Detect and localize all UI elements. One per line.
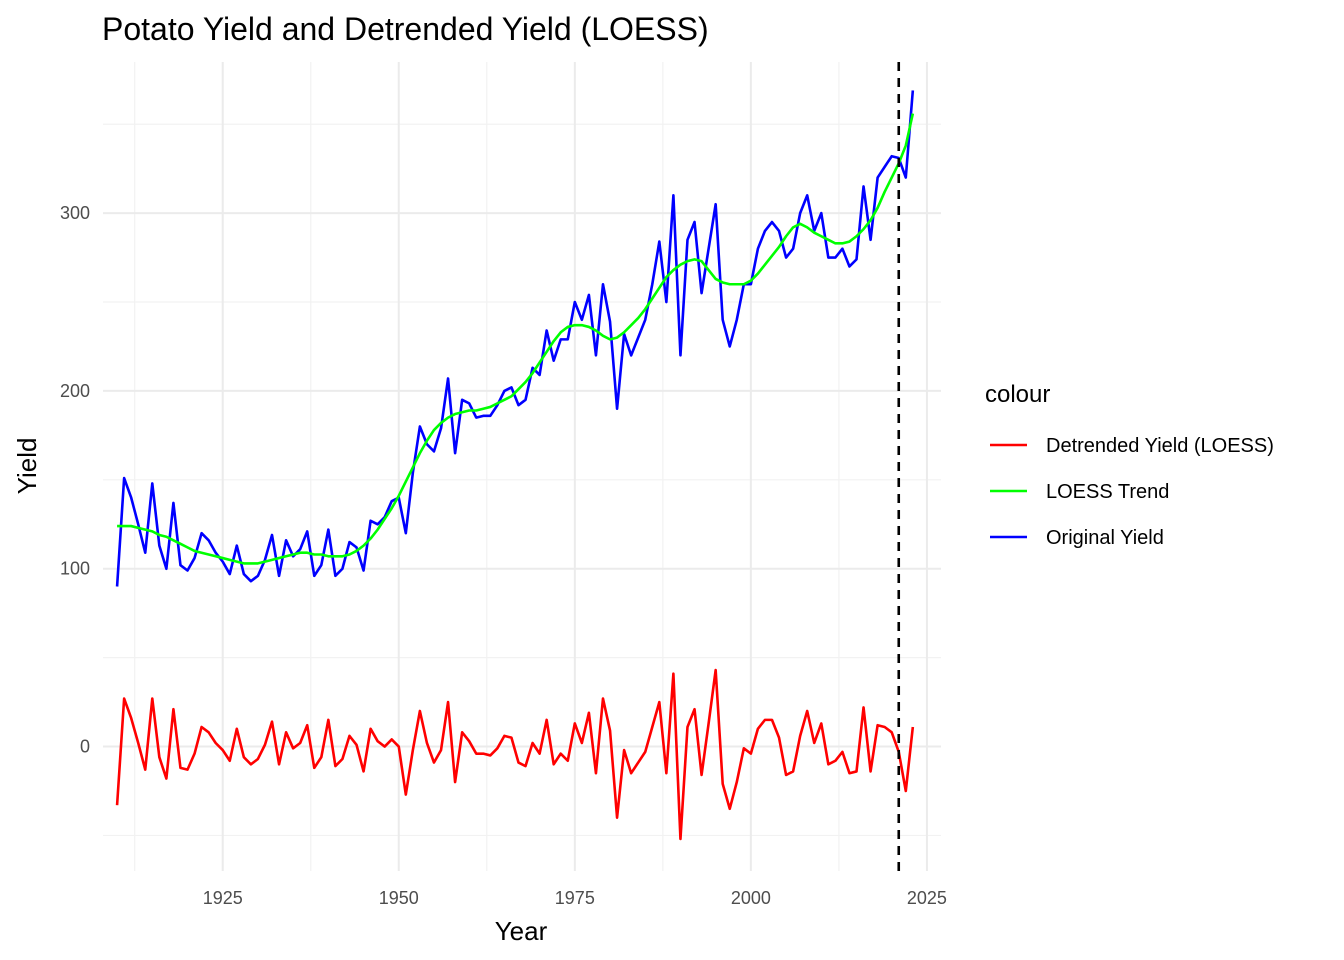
y-tick-label: 100 bbox=[60, 559, 90, 579]
legend-entries: Detrended Yield (LOESS) LOESS Trend Origin… bbox=[990, 435, 1274, 549]
legend: colour Detrended Yield (LOESS) LOESS Tren… bbox=[985, 381, 1274, 549]
y-tick-label: 200 bbox=[60, 381, 90, 401]
x-tick-label: 1950 bbox=[379, 888, 419, 908]
series-line-loess-trend bbox=[117, 113, 915, 565]
chart-title: Potato Yield and Detrended Yield (LOESS) bbox=[102, 11, 709, 47]
x-tick-label: 1925 bbox=[203, 888, 243, 908]
x-tick-label: 2025 bbox=[907, 888, 947, 908]
y-tick-label: 300 bbox=[60, 203, 90, 223]
y-axis-tick-labels: 0 100 200 300 bbox=[60, 203, 90, 756]
legend-entry: Detrended Yield (LOESS) bbox=[990, 435, 1274, 457]
x-tick-label: 1975 bbox=[555, 888, 595, 908]
y-tick-label: 0 bbox=[80, 737, 90, 757]
legend-entry: Original Yield bbox=[990, 527, 1164, 549]
series-lines bbox=[115, 90, 915, 841]
legend-label: LOESS Trend bbox=[1046, 481, 1169, 503]
major-gridlines bbox=[103, 62, 941, 871]
legend-label: Original Yield bbox=[1046, 527, 1164, 549]
x-axis-title: Year bbox=[495, 916, 548, 946]
x-tick-label: 2000 bbox=[731, 888, 771, 908]
plot-area bbox=[103, 62, 941, 871]
x-axis-tick-labels: 1925 1950 1975 2000 2025 bbox=[203, 888, 947, 908]
series-line-detrended-yield-loess bbox=[115, 668, 915, 841]
minor-gridlines bbox=[103, 62, 941, 871]
legend-entry: LOESS Trend bbox=[990, 481, 1169, 503]
legend-title: colour bbox=[985, 381, 1050, 408]
y-axis-title: Yield bbox=[12, 438, 42, 495]
series-line-original-yield bbox=[115, 90, 915, 587]
legend-label: Detrended Yield (LOESS) bbox=[1046, 435, 1274, 457]
